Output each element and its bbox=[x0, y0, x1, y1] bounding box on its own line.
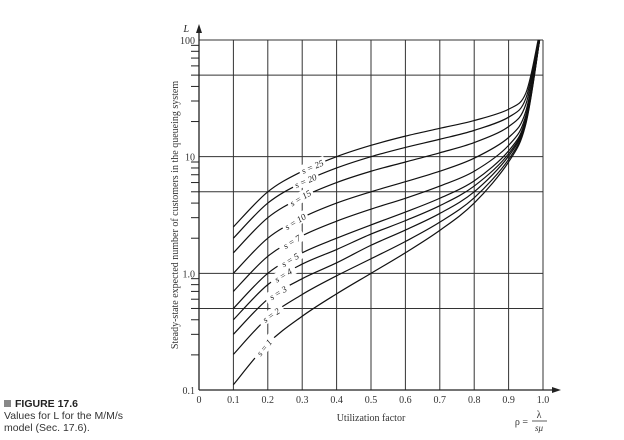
series-line-s3 bbox=[232, 39, 541, 335]
series-line-s1 bbox=[232, 40, 541, 386]
y-axis-arrow-icon bbox=[196, 24, 202, 33]
x-tick-label: 0 bbox=[197, 395, 202, 406]
figure-label: FIGURE 17.6 bbox=[15, 398, 79, 410]
formula-denominator: sμ bbox=[535, 423, 544, 433]
series-label-bg bbox=[276, 229, 307, 254]
x-axis-formula: ρ = λ sμ bbox=[515, 410, 547, 433]
x-axis-label: Utilization factor bbox=[337, 413, 406, 424]
caption-line-2: model (Sec. 17.6). bbox=[4, 422, 90, 434]
x-tick-label: 0.7 bbox=[434, 395, 447, 406]
series-label-bg bbox=[263, 280, 293, 305]
series-label-bg bbox=[268, 263, 298, 287]
x-axis-arrow-icon bbox=[552, 387, 561, 393]
series-label: s = 10 bbox=[280, 209, 310, 234]
x-tick-label: 0.6 bbox=[399, 395, 412, 406]
y-tick-label: 1.0 bbox=[183, 269, 196, 280]
series-label-bg bbox=[280, 209, 310, 234]
x-tick-label: 0.8 bbox=[468, 395, 481, 406]
y-tick-label: 10 bbox=[185, 153, 195, 164]
series-line-s15 bbox=[232, 39, 540, 254]
series-label-bg bbox=[297, 155, 328, 177]
series-line-s25 bbox=[232, 39, 539, 228]
x-tick-label: 0.4 bbox=[330, 395, 343, 406]
series-line-s2 bbox=[232, 40, 541, 355]
series-label: s = 1 bbox=[250, 333, 278, 362]
series-label-bg bbox=[275, 247, 305, 272]
y-tick-label: 0.1 bbox=[183, 386, 196, 397]
x-tick-label: 0.1 bbox=[227, 395, 240, 406]
series-line-s20 bbox=[232, 39, 540, 239]
x-tick-label: 0.2 bbox=[262, 395, 275, 406]
figure-caption: FIGURE 17.6 Values for L for the M/M/s m… bbox=[4, 398, 123, 434]
formula-numerator: λ bbox=[537, 410, 542, 421]
x-tick-label: 0.9 bbox=[502, 395, 515, 406]
series-label-bg bbox=[290, 170, 321, 192]
y-axis-symbol: L bbox=[182, 24, 189, 35]
x-tick-label: 1.0 bbox=[537, 395, 550, 406]
x-tick-label: 0.5 bbox=[365, 395, 378, 406]
x-tick-label: 0.3 bbox=[296, 395, 309, 406]
y-axis-label: Steady-state expected number of customer… bbox=[170, 81, 181, 349]
series-label-bg bbox=[250, 333, 278, 362]
y-tick-label: 100 bbox=[180, 36, 195, 47]
series-label-bg bbox=[285, 185, 316, 210]
formula-lhs: ρ = bbox=[515, 417, 528, 428]
series-label-bg bbox=[256, 302, 286, 328]
caption-line-1: Values for L for the M/M/s bbox=[4, 410, 124, 422]
caption-bullet-icon bbox=[4, 400, 11, 407]
